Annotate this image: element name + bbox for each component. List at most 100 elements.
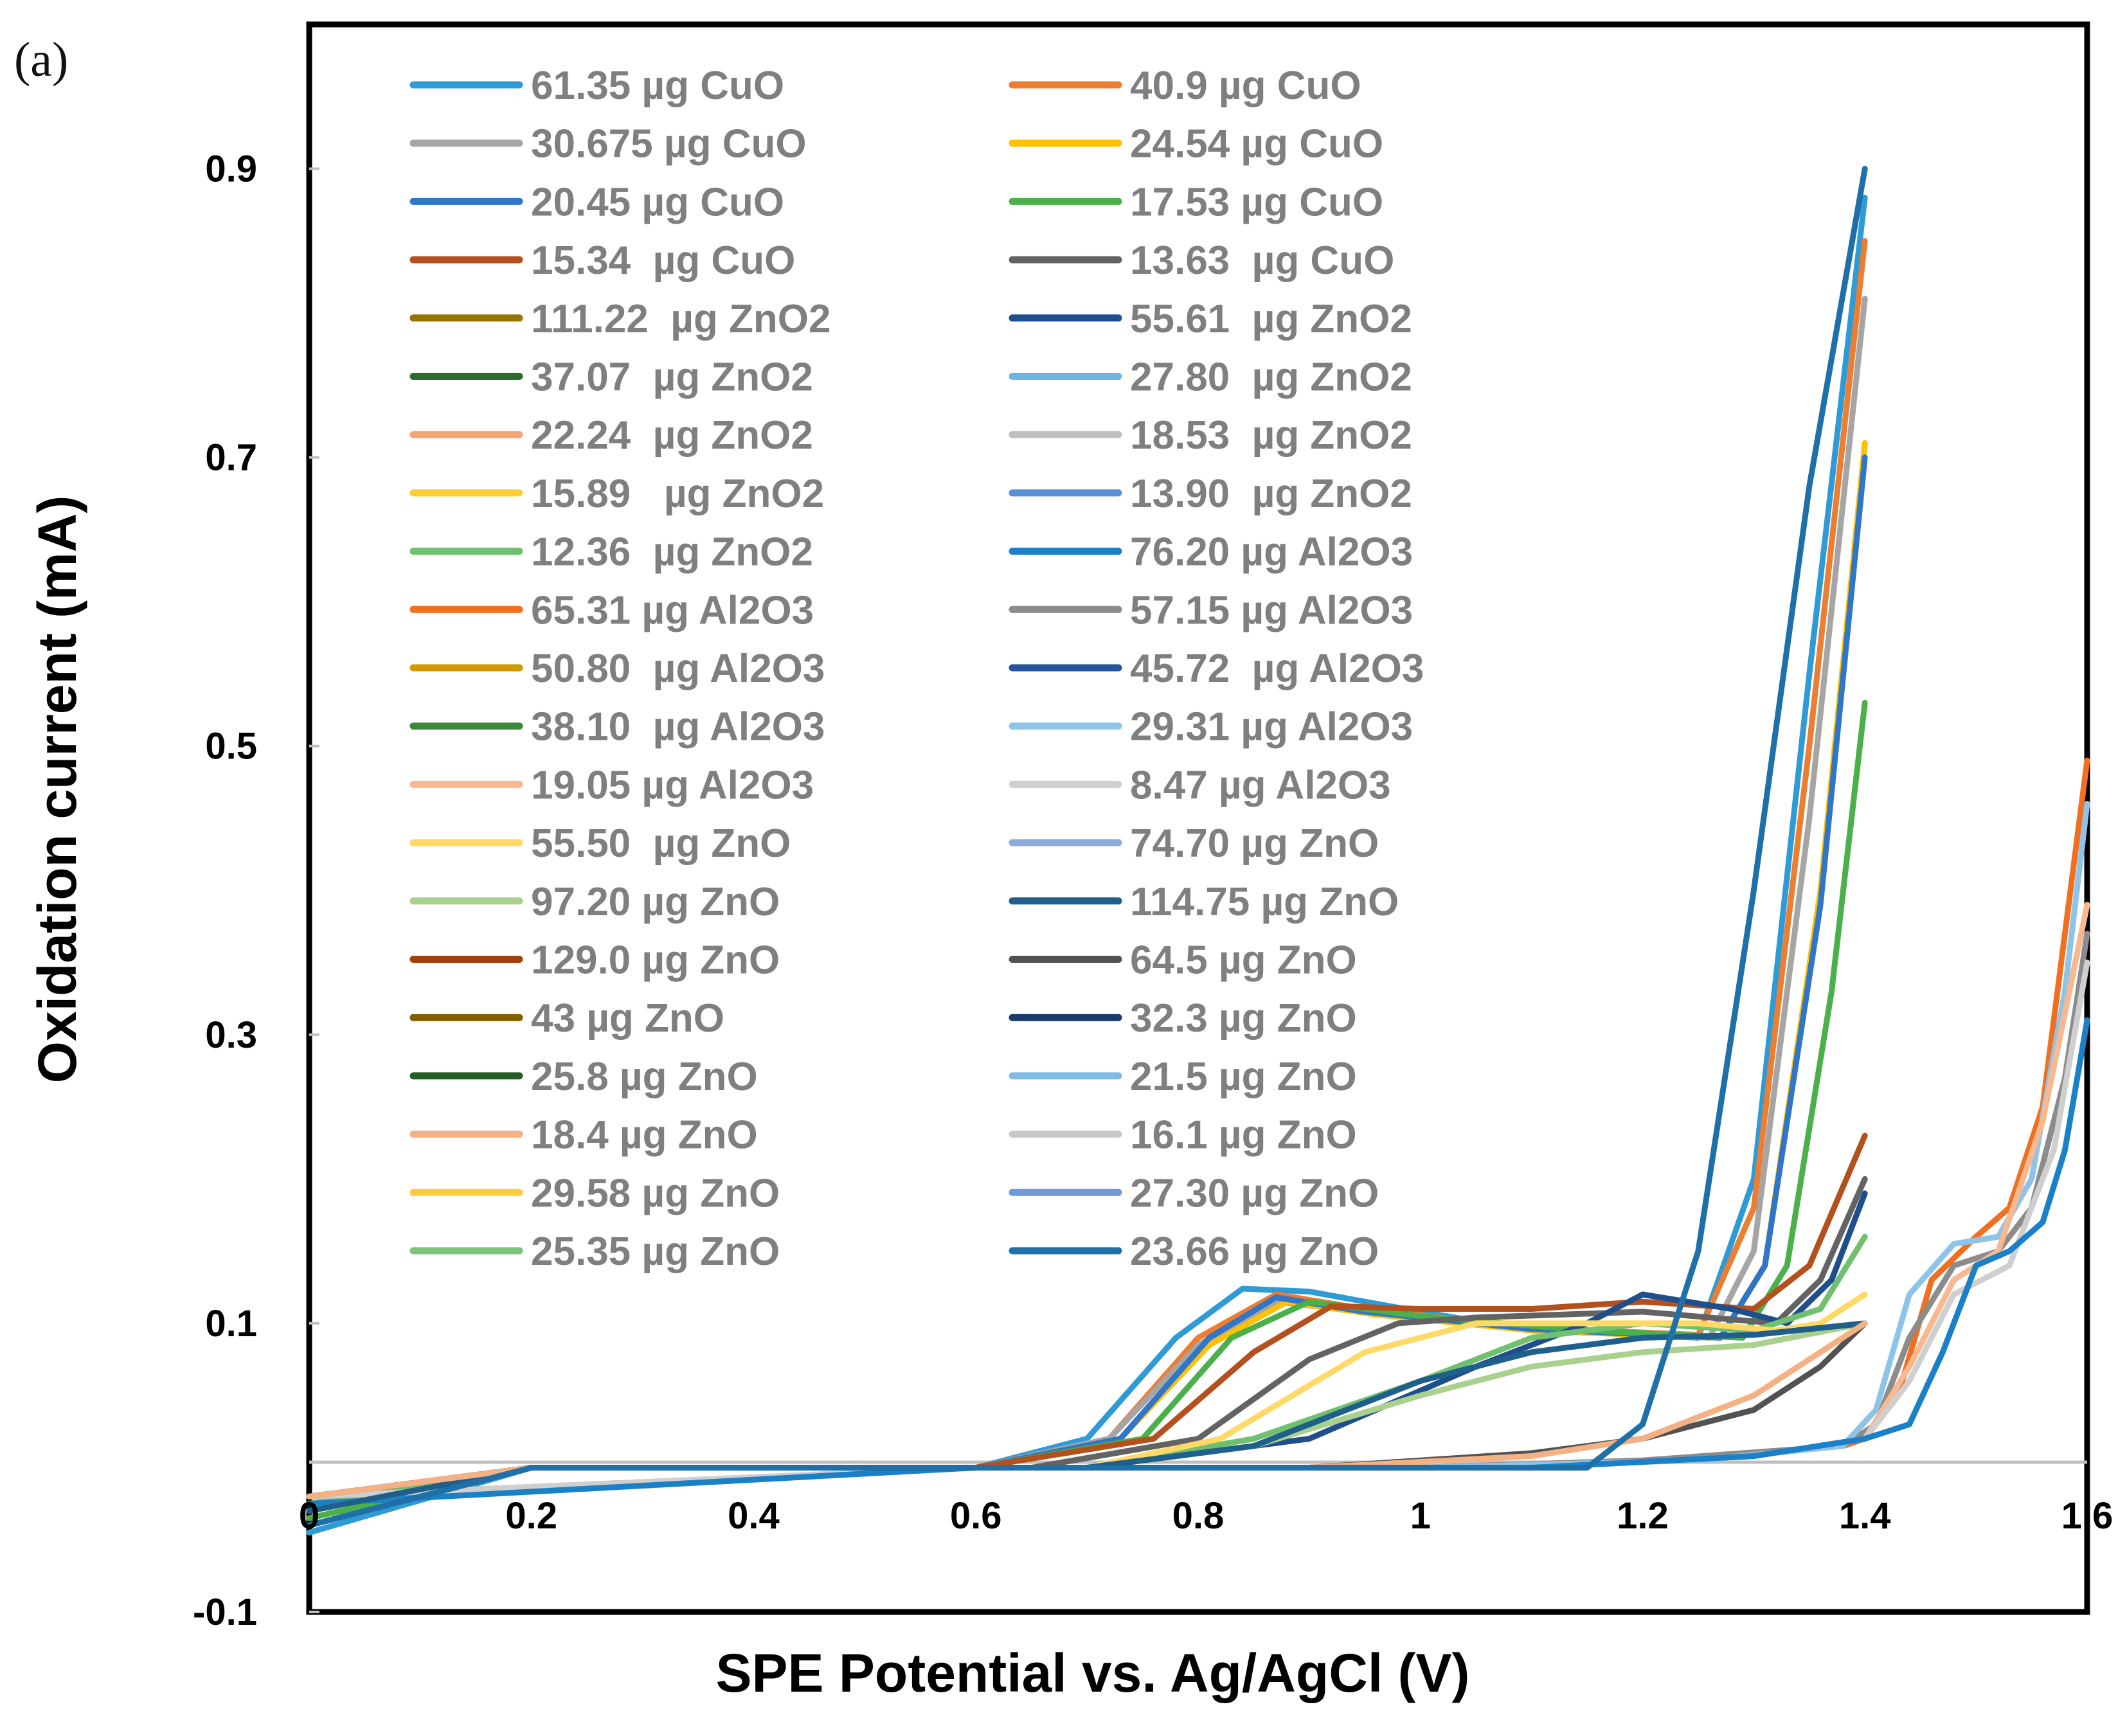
legend-label: 74.70 µg ZnO [1130,821,1379,866]
y-tick-label: 0.7 [205,437,257,479]
legend-label: 64.5 µg ZnO [1130,938,1357,983]
legend-label: 61.35 µg CuO [531,64,784,108]
legend-entry: 114.75 µg ZnO [1009,880,1399,924]
legend-label: 22.24 µg ZnO2 [531,413,813,458]
legend-entry: 57.15 µg Al2O3 [1009,588,1413,632]
legend-label: 12.36 µg ZnO2 [531,530,813,575]
legend-entry: 97.20 µg ZnO [409,880,780,924]
legend-entry: 22.24 µg ZnO2 [409,413,813,458]
legend-label: 21.5 µg ZnO [1130,1055,1357,1099]
legend-entry: 50.80 µg Al2O3 [409,647,825,691]
y-tick-label: 0.5 [205,726,257,767]
panel-label: (a) [14,33,68,87]
legend-entry: 27.80 µg ZnO2 [1009,355,1412,400]
legend-label: 25.8 µg ZnO [531,1055,758,1099]
legend-entry: 13.90 µg ZnO2 [1009,472,1412,516]
legend-label: 32.3 µg ZnO [1130,996,1357,1041]
legend-label: 38.10 µg Al2O3 [531,705,825,749]
legend-entry: 61.35 µg CuO [409,64,784,108]
y-tick-label: 0.3 [205,1014,257,1056]
legend-label: 30.675 µg CuO [531,122,807,166]
legend-entry: 20.45 µg CuO [409,180,784,224]
legend-label: 37.07 µg ZnO2 [531,355,813,400]
legend-label: 23.66 µg ZnO [1130,1230,1379,1274]
legend-entry: 21.5 µg ZnO [1009,1055,1357,1099]
legend-entry: 8.47 µg Al2O3 [1009,763,1391,807]
legend-label: 18.53 µg ZnO2 [1130,413,1412,458]
x-tick-label: 1.2 [1617,1495,1669,1537]
legend-entry: 43 µg ZnO [409,996,724,1041]
legend-entry: 30.675 µg CuO [409,122,807,166]
legend-entry: 76.20 µg Al2O3 [1009,530,1413,575]
legend-label: 17.53 µg CuO [1130,180,1383,224]
legend-label: 55.61 µg ZnO2 [1130,297,1412,341]
legend-entry: 74.70 µg ZnO [1009,821,1379,866]
legend-entry: 64.5 µg ZnO [1009,938,1357,983]
legend-entry: 18.53 µg ZnO2 [1009,413,1412,458]
legend-label: 43 µg ZnO [531,996,724,1041]
x-tick-label: 1.4 [1839,1495,1891,1537]
series-line-23-66-ug-zno [306,166,1868,1528]
legend-label: 114.75 µg ZnO [1130,880,1399,924]
legend-entry: 38.10 µg Al2O3 [409,705,825,749]
legend-entry: 23.66 µg ZnO [1009,1230,1379,1274]
legend-entry: 40.9 µg CuO [1009,64,1361,108]
y-tick-group: 0.9 0.7 0.5 0.3 0.1 -0.1 [193,148,319,1633]
legend-label: 76.20 µg Al2O3 [1130,530,1413,575]
legend-label: 13.63 µg CuO [1130,238,1394,283]
legend-entry: 32.3 µg ZnO [1009,996,1357,1041]
legend-label: 15.34 µg CuO [531,238,795,283]
legend-label: 129.0 µg ZnO [531,938,780,983]
x-tick-label: 1.6 [2061,1495,2114,1537]
legend-entry: 29.58 µg ZnO [409,1171,780,1215]
legend-label: 15.89 µg ZnO2 [531,472,824,516]
legend-entry: 37.07 µg ZnO2 [409,355,813,400]
legend-entry: 55.61 µg ZnO2 [1009,297,1412,341]
legend-label: 8.47 µg Al2O3 [1130,763,1391,807]
y-tick-label: 0.9 [205,148,257,190]
y-tick-label: 0.1 [205,1303,257,1345]
legend-entry: 15.34 µg CuO [409,238,795,283]
x-tick-label: 0 [299,1495,319,1537]
legend-label: 40.9 µg CuO [1130,64,1361,108]
x-tick-label: 0.6 [950,1495,1002,1537]
legend-entry: 25.8 µg ZnO [409,1055,758,1099]
legend-entry: 27.30 µg ZnO [1009,1171,1379,1215]
legend-entry: 24.54 µg CuO [1009,122,1383,166]
legend: 61.35 µg CuO 40.9 µg CuO 30.675 µg CuO 24.5… [409,64,1424,1274]
plot-curves [306,166,2090,1535]
legend-label: 24.54 µg CuO [1130,122,1383,166]
legend-label: 19.05 µg Al2O3 [531,763,814,807]
legend-label: 20.45 µg CuO [531,180,784,224]
legend-entry: 18.4 µg ZnO [409,1113,758,1158]
legend-label: 13.90 µg ZnO2 [1130,472,1412,516]
legend-entry: 15.89 µg ZnO2 [409,472,824,516]
legend-label: 57.15 µg Al2O3 [1130,588,1413,632]
legend-entry: 45.72 µg Al2O3 [1009,647,1424,691]
x-axis-title: SPE Potential vs. Ag/AgCl (V) [715,1643,1469,1703]
legend-entry: 65.31 µg Al2O3 [409,588,814,632]
legend-label: 25.35 µg ZnO [531,1230,780,1274]
legend-entry: 29.31 µg Al2O3 [1009,705,1413,749]
x-tick-group: 0 0.2 0.4 0.6 0.8 1 1.2 1.4 1.6 [299,1495,2113,1537]
legend-label: 55.50 µg ZnO [531,821,791,866]
y-axis-title: Oxidation current (mA) [27,496,87,1084]
legend-entry: 12.36 µg ZnO2 [409,530,813,575]
legend-entry: 17.53 µg CuO [1009,180,1383,224]
legend-entry: 25.35 µg ZnO [409,1230,780,1274]
x-tick-label: 0.8 [1172,1495,1225,1537]
legend-label: 45.72 µg Al2O3 [1130,647,1424,691]
legend-label: 97.20 µg ZnO [531,880,780,924]
legend-label: 18.4 µg ZnO [531,1113,758,1158]
legend-entry: 129.0 µg ZnO [409,938,780,983]
legend-label: 16.1 µg ZnO [1130,1113,1357,1158]
legend-label: 65.31 µg Al2O3 [531,588,814,632]
legend-label: 29.58 µg ZnO [531,1171,780,1215]
legend-entry: 16.1 µg ZnO [1009,1113,1357,1158]
legend-label: 50.80 µg Al2O3 [531,647,825,691]
x-tick-label: 0.2 [505,1495,557,1537]
legend-label: 27.80 µg ZnO2 [1130,355,1412,400]
x-tick-label: 1 [1410,1495,1431,1537]
legend-entry: 13.63 µg CuO [1009,238,1394,283]
